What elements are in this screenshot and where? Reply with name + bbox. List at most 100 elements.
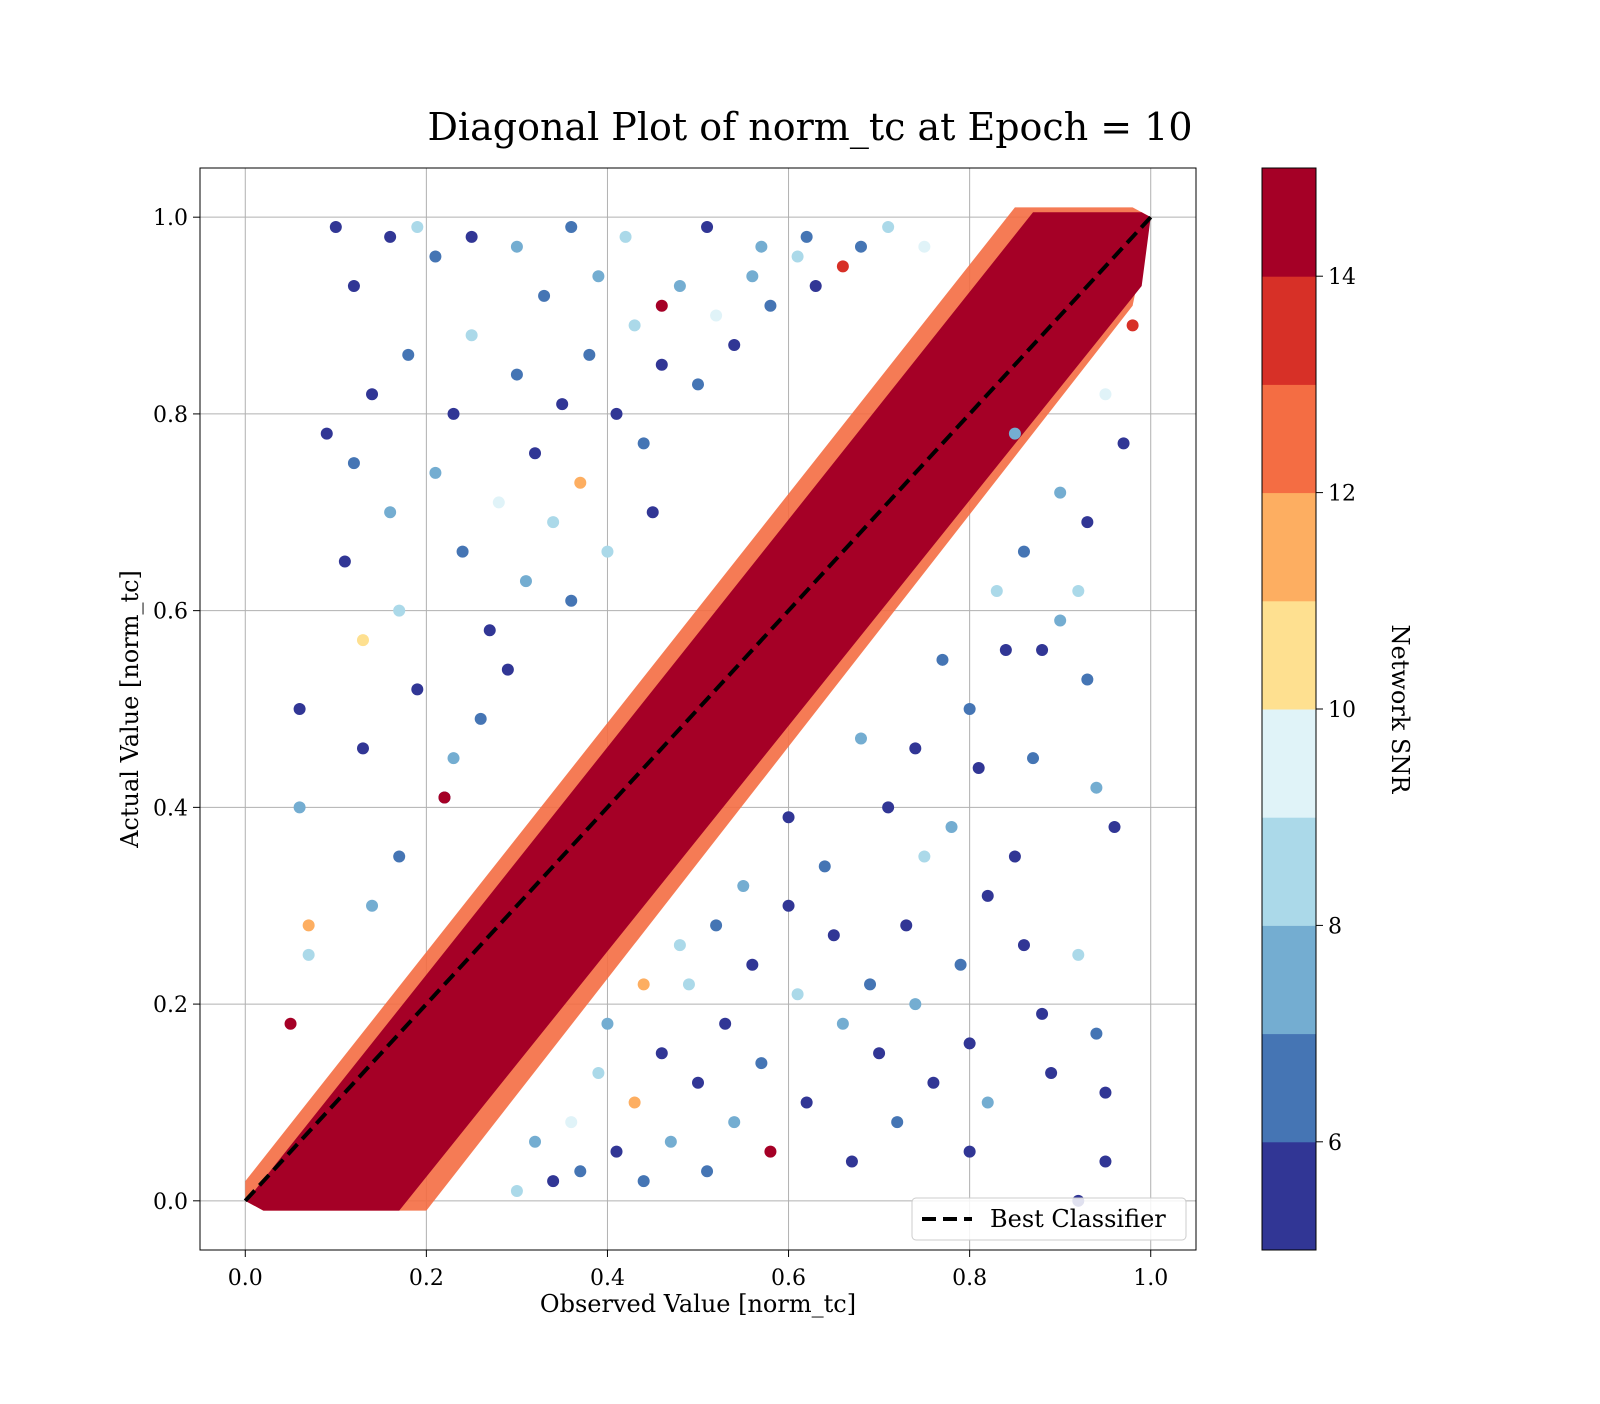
scatter-point: [366, 388, 379, 401]
scatter-point: [963, 1145, 976, 1158]
scatter-point: [438, 791, 451, 804]
scatter-point: [592, 270, 605, 283]
scatter-point: [1054, 486, 1067, 499]
scatter-point: [1027, 752, 1040, 765]
scatter-point: [755, 240, 768, 253]
scatter-point: [347, 457, 360, 470]
scatter-point: [610, 1145, 623, 1158]
scatter-point: [411, 683, 424, 696]
x-tick-label: 0.6: [771, 1266, 806, 1291]
scatter-point: [1008, 850, 1021, 863]
x-axis-ticks: 0.0 0.2 0.4 0.6 0.8 1.0: [228, 1250, 1168, 1291]
x-tick-label: 0.8: [952, 1266, 987, 1291]
y-tick-label: 0.4: [153, 796, 188, 821]
scatter-point: [393, 850, 406, 863]
scatter-point: [655, 1047, 668, 1060]
scatter-point: [601, 545, 614, 558]
chart-title: Diagonal Plot of norm_tc at Epoch = 10: [427, 105, 1192, 150]
scatter-point: [393, 604, 406, 617]
scatter-point: [646, 506, 659, 519]
scatter-point: [293, 703, 306, 715]
scatter-point: [673, 939, 686, 952]
colorbar-segment: [1262, 384, 1316, 494]
scatter-point: [637, 437, 650, 450]
colorbar-tick-label: 12: [1328, 482, 1356, 507]
scatter-point: [1072, 948, 1085, 961]
scatter-point: [465, 329, 478, 342]
scatter-point: [384, 506, 397, 519]
scatter-point: [864, 978, 877, 991]
density-band: [245, 207, 1151, 1211]
scatter-point: [809, 280, 822, 293]
colorbar: 6 8 10 12 14: [1261, 167, 1356, 1251]
scatter-point: [945, 821, 958, 834]
colorbar-tick-label: 6: [1328, 1131, 1342, 1156]
colorbar-segment: [1262, 709, 1316, 818]
scatter-point: [836, 260, 849, 273]
scatter-point: [556, 398, 569, 411]
scatter-point: [565, 594, 578, 607]
scatter-point: [519, 575, 532, 588]
scatter-point: [411, 221, 424, 234]
scatter-point: [293, 801, 306, 814]
scatter-point: [356, 742, 369, 755]
colorbar-segment: [1262, 492, 1316, 602]
plot-frame: [199, 167, 1197, 1251]
band-core: [245, 212, 1151, 1211]
scatter-point: [1099, 388, 1112, 401]
scatter-point: [791, 988, 804, 1001]
scatter-point: [302, 919, 315, 932]
scatter-point: [347, 280, 360, 293]
y-tick-label: 0.0: [153, 1190, 188, 1215]
scatter-point: [692, 1076, 704, 1089]
scatter-point: [682, 978, 695, 991]
scatter-point: [384, 230, 397, 243]
scatter-point: [972, 762, 985, 775]
plot-area: [243, 207, 1153, 1211]
scatter-point: [728, 1116, 741, 1129]
colorbar-label: Network SNR: [1386, 625, 1414, 795]
scatter-point: [900, 919, 913, 932]
scatter-point: [447, 407, 460, 420]
scatter-point: [1008, 427, 1021, 440]
scatter-point: [320, 427, 333, 440]
scatter-point: [474, 712, 487, 725]
legend-entry-best-classifier: Best Classifier: [990, 1205, 1166, 1233]
colorbar-segment: [1262, 1141, 1316, 1251]
scatter-point: [963, 1037, 976, 1050]
scatter-point: [1108, 821, 1121, 834]
colorbar-segment: [1262, 925, 1316, 1035]
scatter-point: [655, 299, 668, 312]
scatter-point: [465, 230, 478, 243]
y-axis-ticks: 0.0 0.2 0.4 0.6 0.8 1.0: [153, 206, 200, 1215]
scatter-point: [492, 496, 505, 509]
scatter-point: [791, 250, 804, 263]
scatter-point: [981, 1096, 994, 1109]
x-axis-label: Observed Value [norm_tc]: [540, 1290, 856, 1318]
scatter-point: [882, 801, 895, 814]
scatter-point: [1090, 1027, 1103, 1040]
scatter-point: [719, 1017, 732, 1030]
scatter-point: [827, 929, 840, 942]
scatter-point: [990, 584, 1003, 597]
scatter-point: [619, 230, 632, 243]
scatter-point: [764, 1145, 777, 1158]
scatter-point: [746, 958, 759, 971]
scatter-point: [1081, 673, 1094, 686]
y-tick-label: 0.8: [153, 403, 188, 428]
scatter-point: [610, 407, 623, 420]
scatter-point: [637, 1175, 650, 1188]
scatter-point: [429, 250, 442, 263]
scatter-point: [854, 732, 867, 745]
scatter-point: [510, 1184, 523, 1197]
scatter-point: [728, 339, 741, 352]
scatter-point: [628, 319, 641, 332]
scatter-point: [918, 240, 931, 253]
scatter-point: [329, 221, 342, 234]
scatter-point: [1090, 781, 1103, 794]
scatter-point: [999, 643, 1012, 656]
scatter-point: [1045, 1066, 1058, 1079]
scatter-point: [1126, 319, 1139, 332]
